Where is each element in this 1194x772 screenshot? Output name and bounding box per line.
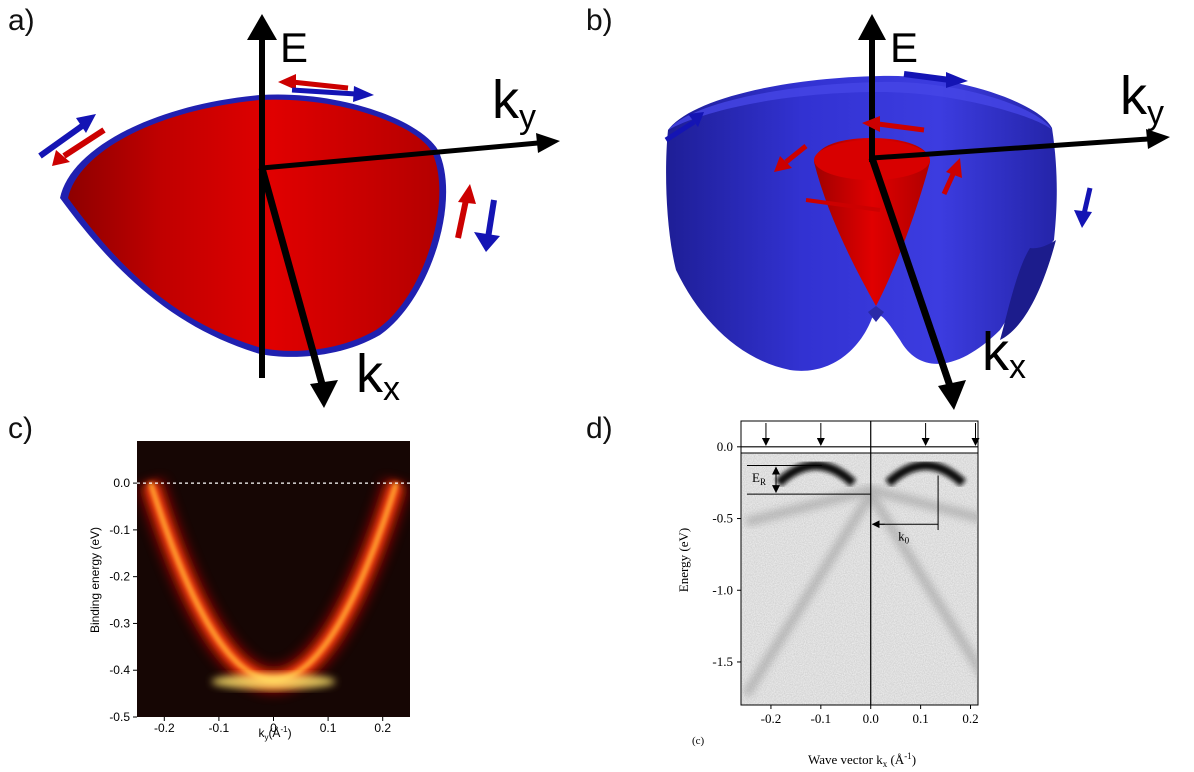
spin-arrow-red-left — [62, 127, 106, 159]
spin-arrow-blue-right-head — [474, 232, 500, 252]
chart-c-xtick-label: 0.2 — [374, 721, 391, 735]
spin-arrow-red-right-b — [941, 170, 957, 196]
chart-c-xtick-label: 0 — [270, 721, 277, 735]
spin-arrow-blue-left-head — [76, 114, 96, 133]
chart-d-sublabel: (c) — [692, 735, 705, 747]
spin-cone-tip-b — [868, 306, 884, 322]
spin-arrow-blue-top-b-head — [946, 72, 968, 88]
axis-ky-line-b — [871, 136, 1149, 161]
panel-label-b: b) — [586, 4, 613, 37]
spin-arrow-red-left-head — [52, 150, 70, 166]
chart-d-xtick-label: -0.2 — [761, 711, 782, 726]
axis-e-arrowhead — [247, 14, 277, 40]
blue-band-top-rim — [668, 81, 1052, 130]
chart-c-xtick-label: -0.2 — [154, 721, 175, 735]
chart-d-er-label: ER — [752, 470, 766, 487]
axis-e-label: E — [280, 24, 308, 71]
panel-label-a: a) — [8, 4, 35, 37]
panel-a-diagram: E ky kx — [38, 14, 560, 408]
chart-c-ytick-label: -0.3 — [109, 616, 130, 630]
spin-arrow-red-right-head — [458, 184, 476, 204]
chart-c-ticks: -0.2 -0.1 0 0.1 0.2 0.0 -0.1 -0.2 -0.3 -0.4 -0.5 — [109, 476, 391, 735]
chart-c-ytick-label: -0.2 — [109, 570, 130, 584]
chart-d-xtick-label: 0.1 — [912, 711, 928, 726]
chart-d-frame-top — [740, 420, 979, 454]
axis-kx-line — [258, 167, 326, 385]
axis-ky-label-b: ky — [1120, 66, 1164, 132]
chart-d-ytick-label: -1.0 — [712, 582, 733, 597]
blue-band-side-shade — [1000, 240, 1056, 340]
chart-d-xtick-label: 0.2 — [962, 711, 978, 726]
panel-label-c: c) — [8, 412, 33, 445]
spin-arrow-blue-top-b — [903, 71, 951, 83]
axis-ky-arrowhead — [536, 133, 560, 153]
spin-arrow-blue-right-b-head — [1074, 210, 1092, 228]
chart-c-ytick-label: -0.1 — [109, 523, 130, 537]
chart-c-xlabel: ky(Å-1) — [258, 725, 291, 742]
axis-kx-label: kx — [356, 344, 400, 408]
chart-d-xtick-label: 0.0 — [863, 711, 879, 726]
chart-d-k0-label: k0 — [898, 528, 910, 545]
spin-cone-red-b — [814, 138, 930, 306]
spin-arrow-blue-left-b-head — [688, 112, 704, 127]
spin-arrow-red-top-b-head — [862, 116, 880, 132]
panel-c-chart: -0.2 -0.1 0 0.1 0.2 0.0 -0.1 -0.2 -0.3 -0.4 -0.5 B… — [88, 441, 410, 742]
spin-arrow-red-bottom-b — [805, 198, 881, 212]
panel-d-chart: ER k0 -0.2 -0.1 0.0 0.1 0.2 0.0 -0.5 -1.0 -1.5 En… — [676, 420, 980, 769]
chart-c-ytick-label: -0.4 — [109, 663, 130, 677]
chart-d-ticks: -0.2 -0.1 0.0 0.1 0.2 0.0 -0.5 -1.0 -1.5 — [712, 439, 978, 726]
spin-arrow-blue-top-head — [353, 86, 374, 102]
axis-ky-label: ky — [492, 70, 536, 136]
spin-arrow-blue-left — [38, 123, 84, 159]
chart-c-xtick-label: 0.1 — [320, 721, 337, 735]
axis-ky-arrowhead-b — [1146, 129, 1170, 149]
panel-b-diagram: E ky kx — [664, 14, 1170, 410]
spin-arrow-blue-right-b — [1081, 187, 1093, 215]
spin-arrow-blue-top — [291, 87, 357, 97]
chart-d-xtick-label: -0.1 — [811, 711, 832, 726]
chart-d-ytick-label: 0.0 — [717, 439, 733, 454]
chart-d-annotations: ER k0 — [741, 446, 978, 545]
axis-kx-label-b: kx — [982, 322, 1026, 386]
spin-arrow-red-right — [455, 199, 469, 239]
chart-c-ytick-label: 0.0 — [113, 476, 130, 490]
chart-c-ytick-label: -0.5 — [109, 710, 130, 724]
axis-kx-arrowhead — [310, 380, 338, 408]
chart-c-band-hotspot — [211, 673, 336, 690]
chart-d-xlabel: Wave vector kx (Å-1) — [808, 751, 916, 769]
chart-d-ylabel: Energy (eV) — [676, 528, 691, 592]
chart-d-faint-band-1 — [742, 491, 978, 698]
spin-arrow-red-top-b — [877, 121, 925, 133]
axis-e-label-b: E — [890, 24, 918, 71]
chart-c-ylabel: Binding energy (eV) — [88, 527, 102, 633]
spin-arrow-blue-left-b — [664, 119, 696, 143]
spin-arrow-red-right-b-head — [946, 158, 962, 178]
spin-arrow-red-top — [291, 79, 349, 91]
chart-d-top-arrows — [761, 423, 980, 446]
chart-d-ytick-label: -0.5 — [712, 511, 733, 526]
spin-arrow-red-left-b-head — [774, 156, 792, 172]
axis-e-arrowhead-b — [858, 14, 886, 40]
panel-label-d: d) — [586, 412, 613, 445]
chart-d-band-right — [885, 461, 967, 487]
spin-arrow-red-left-b — [784, 144, 808, 164]
chart-c-xtick-label: -0.1 — [209, 721, 230, 735]
axis-kx-line-b — [868, 156, 954, 388]
axis-kx-arrowhead-b — [938, 380, 966, 410]
chart-d-ytick-label: -1.5 — [712, 654, 733, 669]
spin-arrow-blue-right — [485, 199, 497, 239]
spin-arrow-red-top-head — [278, 74, 296, 90]
axis-ky-line — [261, 140, 539, 171]
